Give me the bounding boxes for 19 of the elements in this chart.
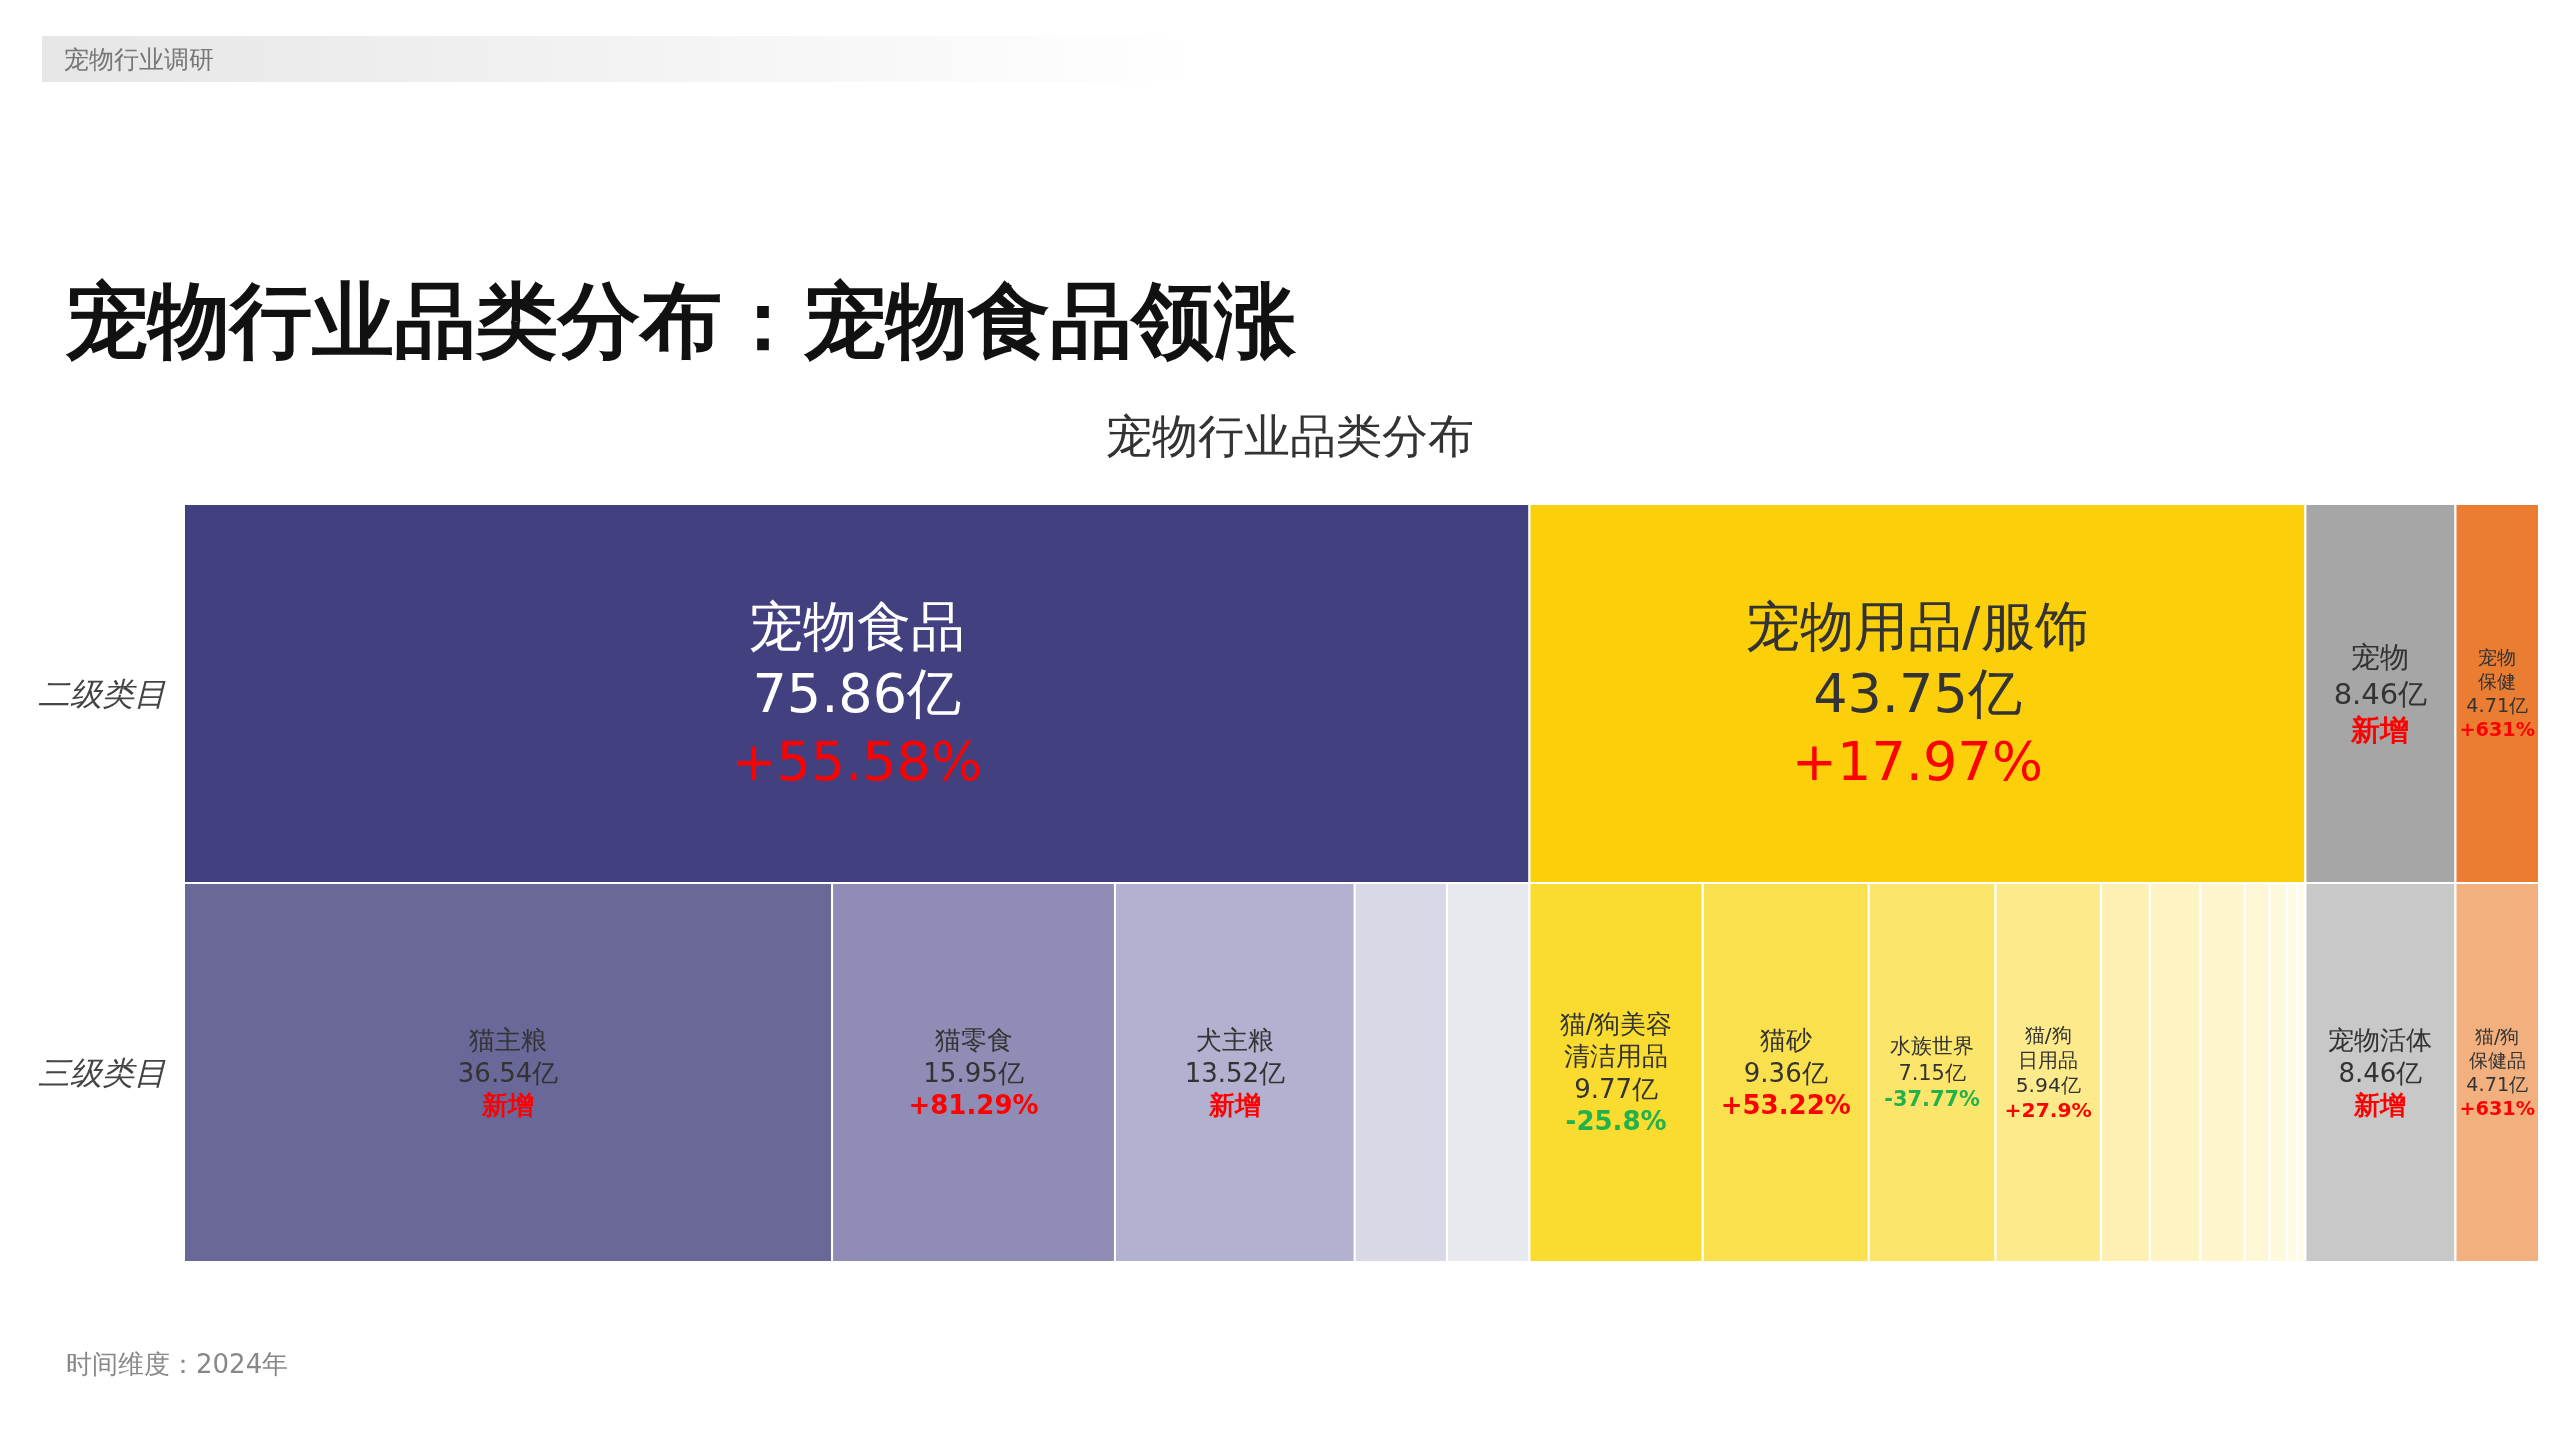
- data-label: 猫砂9.36亿+53.22%: [1720, 1025, 1851, 1120]
- data-label: 宠物8.46亿新增: [2333, 640, 2428, 747]
- text: 时间维度：2024年: [66, 1349, 289, 1379]
- data-label: 猫零食15.95亿+81.29%: [908, 1025, 1039, 1120]
- data-label: 宠物食品75.86亿+55.58%: [731, 594, 983, 793]
- data-label: 宠物活体8.46亿新增: [2328, 1025, 2433, 1120]
- data-label: 水族世界7.15亿-37.77%: [1884, 1034, 1981, 1111]
- data-label: 犬主粮13.52亿新增: [1184, 1025, 1286, 1120]
- chart-subtitle: 宠物行业品类分布: [1106, 409, 1474, 463]
- y-tick-label: 二级类目: [38, 674, 166, 713]
- data-label: 宠物保健4.71亿+631%: [2459, 645, 2536, 742]
- data-label: 猫/狗保健品4.71亿+631%: [2459, 1024, 2536, 1121]
- data-label: 猫/狗美容清洁用品9.77亿-25.8%: [1559, 1008, 1673, 1137]
- data-label: 猫主粮36.54亿新增: [457, 1025, 559, 1120]
- chart-title: 宠物行业品类分布：宠物食品领涨: [65, 272, 1297, 368]
- y-tick-label: 三级类目: [38, 1053, 166, 1092]
- data-label: 宠物用品/服饰43.75亿+17.97%: [1746, 594, 2089, 793]
- data-label: 猫/狗日用品5.94亿+27.9%: [2004, 1022, 2092, 1123]
- text: 宠物行业调研: [64, 44, 214, 74]
